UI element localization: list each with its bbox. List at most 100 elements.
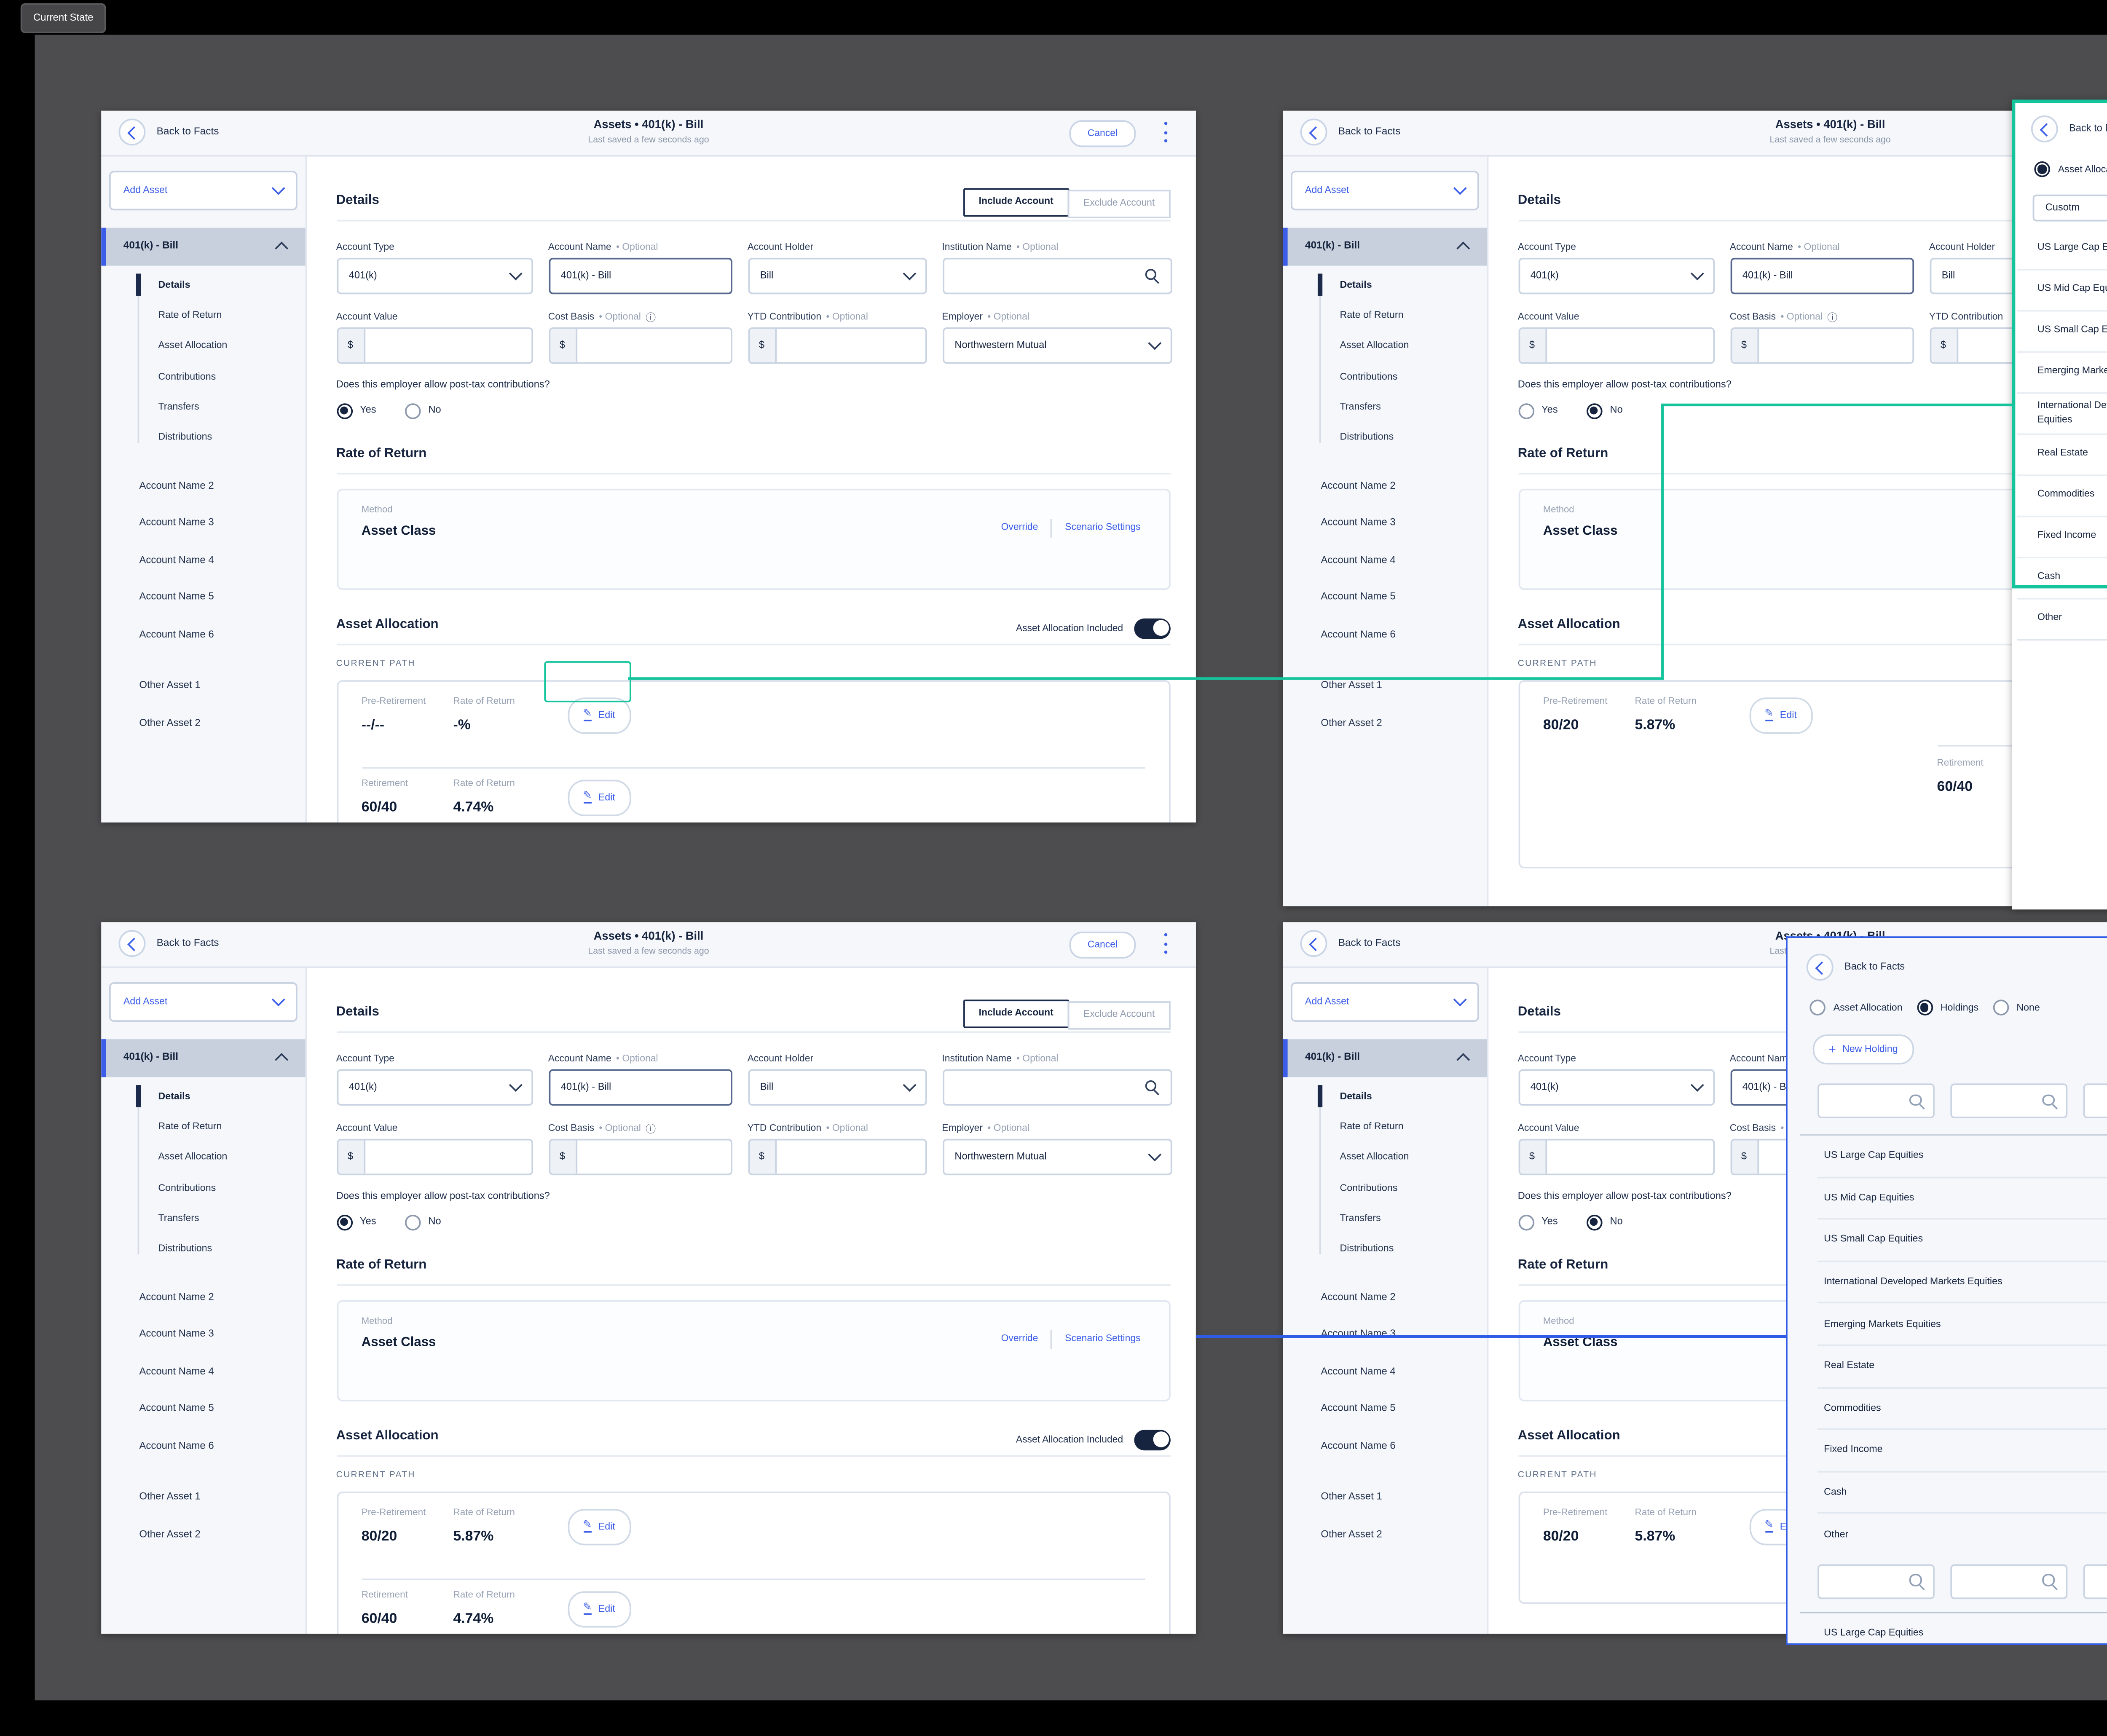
cost-basis-input[interactable]: $ [548, 1138, 732, 1175]
edit-retirement-button[interactable]: ✎ Edit [567, 1590, 631, 1627]
sidebar-section-item[interactable]: Details [1283, 270, 1486, 300]
employer-select[interactable]: Northwestern Mutual [942, 1138, 1171, 1175]
sidebar-section-item[interactable]: Distributions [158, 1243, 212, 1255]
sidebar-item-account[interactable]: Account Name 3 [1321, 517, 1396, 528]
account-value-input[interactable]: $ [1517, 327, 1714, 363]
back-to-facts-button[interactable]: Back to Facts [1806, 954, 2107, 981]
new-holding-button[interactable]: + New Holding [1812, 1034, 1914, 1065]
sidebar-section-item[interactable]: Details [101, 270, 304, 300]
more-menu-button[interactable] [1163, 122, 1169, 142]
sidebar-item-account[interactable]: Account Name 5 [1321, 592, 1396, 603]
sidebar-item-account[interactable]: Account Name 2 [139, 480, 214, 491]
sidebar-item-other-asset[interactable]: Other Asset 2 [1321, 717, 1382, 729]
ytd-contribution-input[interactable]: $ [747, 1138, 926, 1175]
sidebar-section-item[interactable]: Details [101, 1081, 304, 1112]
sidebar-section-item[interactable]: Rate of Return [158, 310, 222, 321]
add-asset-dropdown[interactable]: Add Asset [109, 170, 297, 210]
back-to-facts-button[interactable]: Back to Facts [118, 119, 219, 146]
holding-search-input[interactable] [1817, 1083, 1935, 1118]
override-link[interactable]: Override [1001, 522, 1038, 533]
cost-basis-input[interactable]: $ [1729, 327, 1914, 363]
sidebar-item-other-asset[interactable]: Other Asset 2 [1321, 1529, 1382, 1540]
sidebar-item-account[interactable]: Account Name 6 [1321, 1440, 1396, 1452]
sidebar-section-item[interactable]: Asset Allocation [1340, 340, 1409, 352]
sidebar-section-item[interactable]: Contributions [1340, 1182, 1398, 1194]
include-account-button[interactable]: Include Account [963, 187, 1070, 216]
edit-pre-retirement-button[interactable]: ✎Edit [1748, 697, 1813, 733]
asset-allocation-toggle[interactable] [1134, 617, 1171, 638]
sidebar-section-item[interactable]: Asset Allocation [1340, 1152, 1409, 1163]
radio-yes[interactable] [1517, 402, 1534, 418]
account-holder-select[interactable]: Bill [747, 1068, 926, 1105]
institution-name-input[interactable] [942, 257, 1171, 294]
back-to-facts-button[interactable]: Back to Facts [118, 930, 219, 957]
holding-name-input[interactable] [2084, 1564, 2107, 1599]
employer-select[interactable]: Northwestern Mutual [942, 327, 1171, 363]
sidebar-section-item[interactable]: Transfers [1340, 1213, 1381, 1224]
radio-holdings[interactable] [1917, 999, 1933, 1015]
include-account-button[interactable]: Include Account [963, 999, 1070, 1028]
sidebar-section-item[interactable]: Rate of Return [158, 1121, 222, 1133]
sidebar-item-account[interactable]: Account Name 3 [139, 1329, 214, 1340]
sidebar-item-other-asset[interactable]: Other Asset 1 [139, 680, 201, 691]
sidebar-item-account[interactable]: Account Name 3 [1321, 1329, 1396, 1340]
sidebar-item-active-account[interactable]: 401(k) - Bill [1283, 1038, 1486, 1077]
sidebar-item-other-asset[interactable]: Other Asset 1 [1321, 1491, 1382, 1503]
sidebar-section-item[interactable]: Asset Allocation [158, 1152, 228, 1163]
account-name-input[interactable]: 401(k) - Bill [548, 257, 732, 294]
sidebar-item-account[interactable]: Account Name 6 [139, 1440, 214, 1452]
radio-none[interactable] [1992, 999, 2009, 1015]
radio-no[interactable] [1586, 402, 1602, 418]
sidebar-section-item[interactable]: Distributions [158, 432, 212, 443]
sidebar-item-active-account[interactable]: 401(k) - Bill [101, 227, 305, 265]
sidebar-section-item[interactable]: Rate of Return [1340, 310, 1404, 321]
sidebar-section-item[interactable]: Transfers [158, 1213, 199, 1224]
sidebar-item-active-account[interactable]: 401(k) - Bill [101, 1038, 305, 1077]
account-name-input[interactable]: 401(k) - Bill [548, 1068, 732, 1105]
back-to-facts-button[interactable]: Back to Facts [2031, 115, 2107, 142]
asset-allocation-toggle[interactable] [1134, 1429, 1171, 1450]
edit-retirement-button[interactable]: ✎ Edit [567, 779, 631, 816]
sidebar-item-other-asset[interactable]: Other Asset 2 [139, 717, 201, 729]
sidebar-item-account[interactable]: Account Name 2 [1321, 1291, 1396, 1303]
sidebar-item-account[interactable]: Account Name 4 [139, 554, 214, 566]
allocation-model-select[interactable]: Cusotm [2032, 194, 2107, 222]
sidebar-item-account[interactable]: Account Name 5 [139, 592, 214, 603]
radio-no[interactable] [405, 402, 421, 418]
radio-no[interactable] [1586, 1214, 1602, 1230]
sidebar-section-item[interactable]: Contributions [1340, 371, 1398, 382]
holding-name-input[interactable] [2084, 1083, 2107, 1118]
cancel-button[interactable]: Cancel [1069, 931, 1136, 959]
ytd-contribution-input[interactable]: $ [747, 327, 926, 363]
sidebar-item-account[interactable]: Account Name 6 [139, 629, 214, 640]
account-type-select[interactable]: 401(k) [336, 1068, 533, 1105]
cost-basis-input[interactable]: $ [548, 327, 732, 363]
sidebar-section-item[interactable]: Contributions [158, 1182, 216, 1194]
edit-pre-retirement-button[interactable]: ✎Edit [567, 1508, 631, 1545]
account-value-input[interactable]: $ [1517, 1138, 1714, 1175]
scenario-settings-link[interactable]: Scenario Settings [1065, 1333, 1141, 1345]
account-type-select[interactable]: 401(k) [1517, 1068, 1714, 1105]
sidebar-item-account[interactable]: Account Name 2 [1321, 480, 1396, 491]
exclude-account-button[interactable]: Exclude Account [1067, 189, 1171, 218]
sidebar-item-account[interactable]: Account Name 6 [1321, 629, 1396, 640]
sidebar-item-active-account[interactable]: 401(k) - Bill [1283, 227, 1486, 265]
edit-pre-retirement-button[interactable]: ✎Edit [567, 697, 631, 733]
sidebar-item-other-asset[interactable]: Other Asset 1 [139, 1491, 201, 1503]
back-to-facts-button[interactable]: Back to Facts [1300, 119, 1401, 146]
account-type-select[interactable]: 401(k) [336, 257, 533, 294]
radio-yes[interactable] [1517, 1214, 1534, 1230]
sidebar-section-item[interactable]: Distributions [1340, 1243, 1394, 1255]
account-value-input[interactable]: $ [336, 327, 533, 363]
sidebar-section-item[interactable]: Transfers [158, 401, 199, 413]
scenario-settings-link[interactable]: Scenario Settings [1065, 522, 1141, 533]
sidebar-item-other-asset[interactable]: Other Asset 2 [139, 1529, 201, 1540]
add-asset-dropdown[interactable]: Add Asset [109, 981, 297, 1021]
add-asset-dropdown[interactable]: Add Asset [1291, 981, 1478, 1021]
radio-asset-allocation[interactable] [2034, 161, 2050, 177]
sidebar-section-item[interactable]: Asset Allocation [158, 340, 228, 352]
sidebar-section-item[interactable]: Contributions [158, 371, 216, 382]
holding-search-input[interactable] [1951, 1564, 2068, 1599]
sidebar-item-account[interactable]: Account Name 4 [1321, 1366, 1396, 1377]
radio-no[interactable] [405, 1214, 421, 1230]
